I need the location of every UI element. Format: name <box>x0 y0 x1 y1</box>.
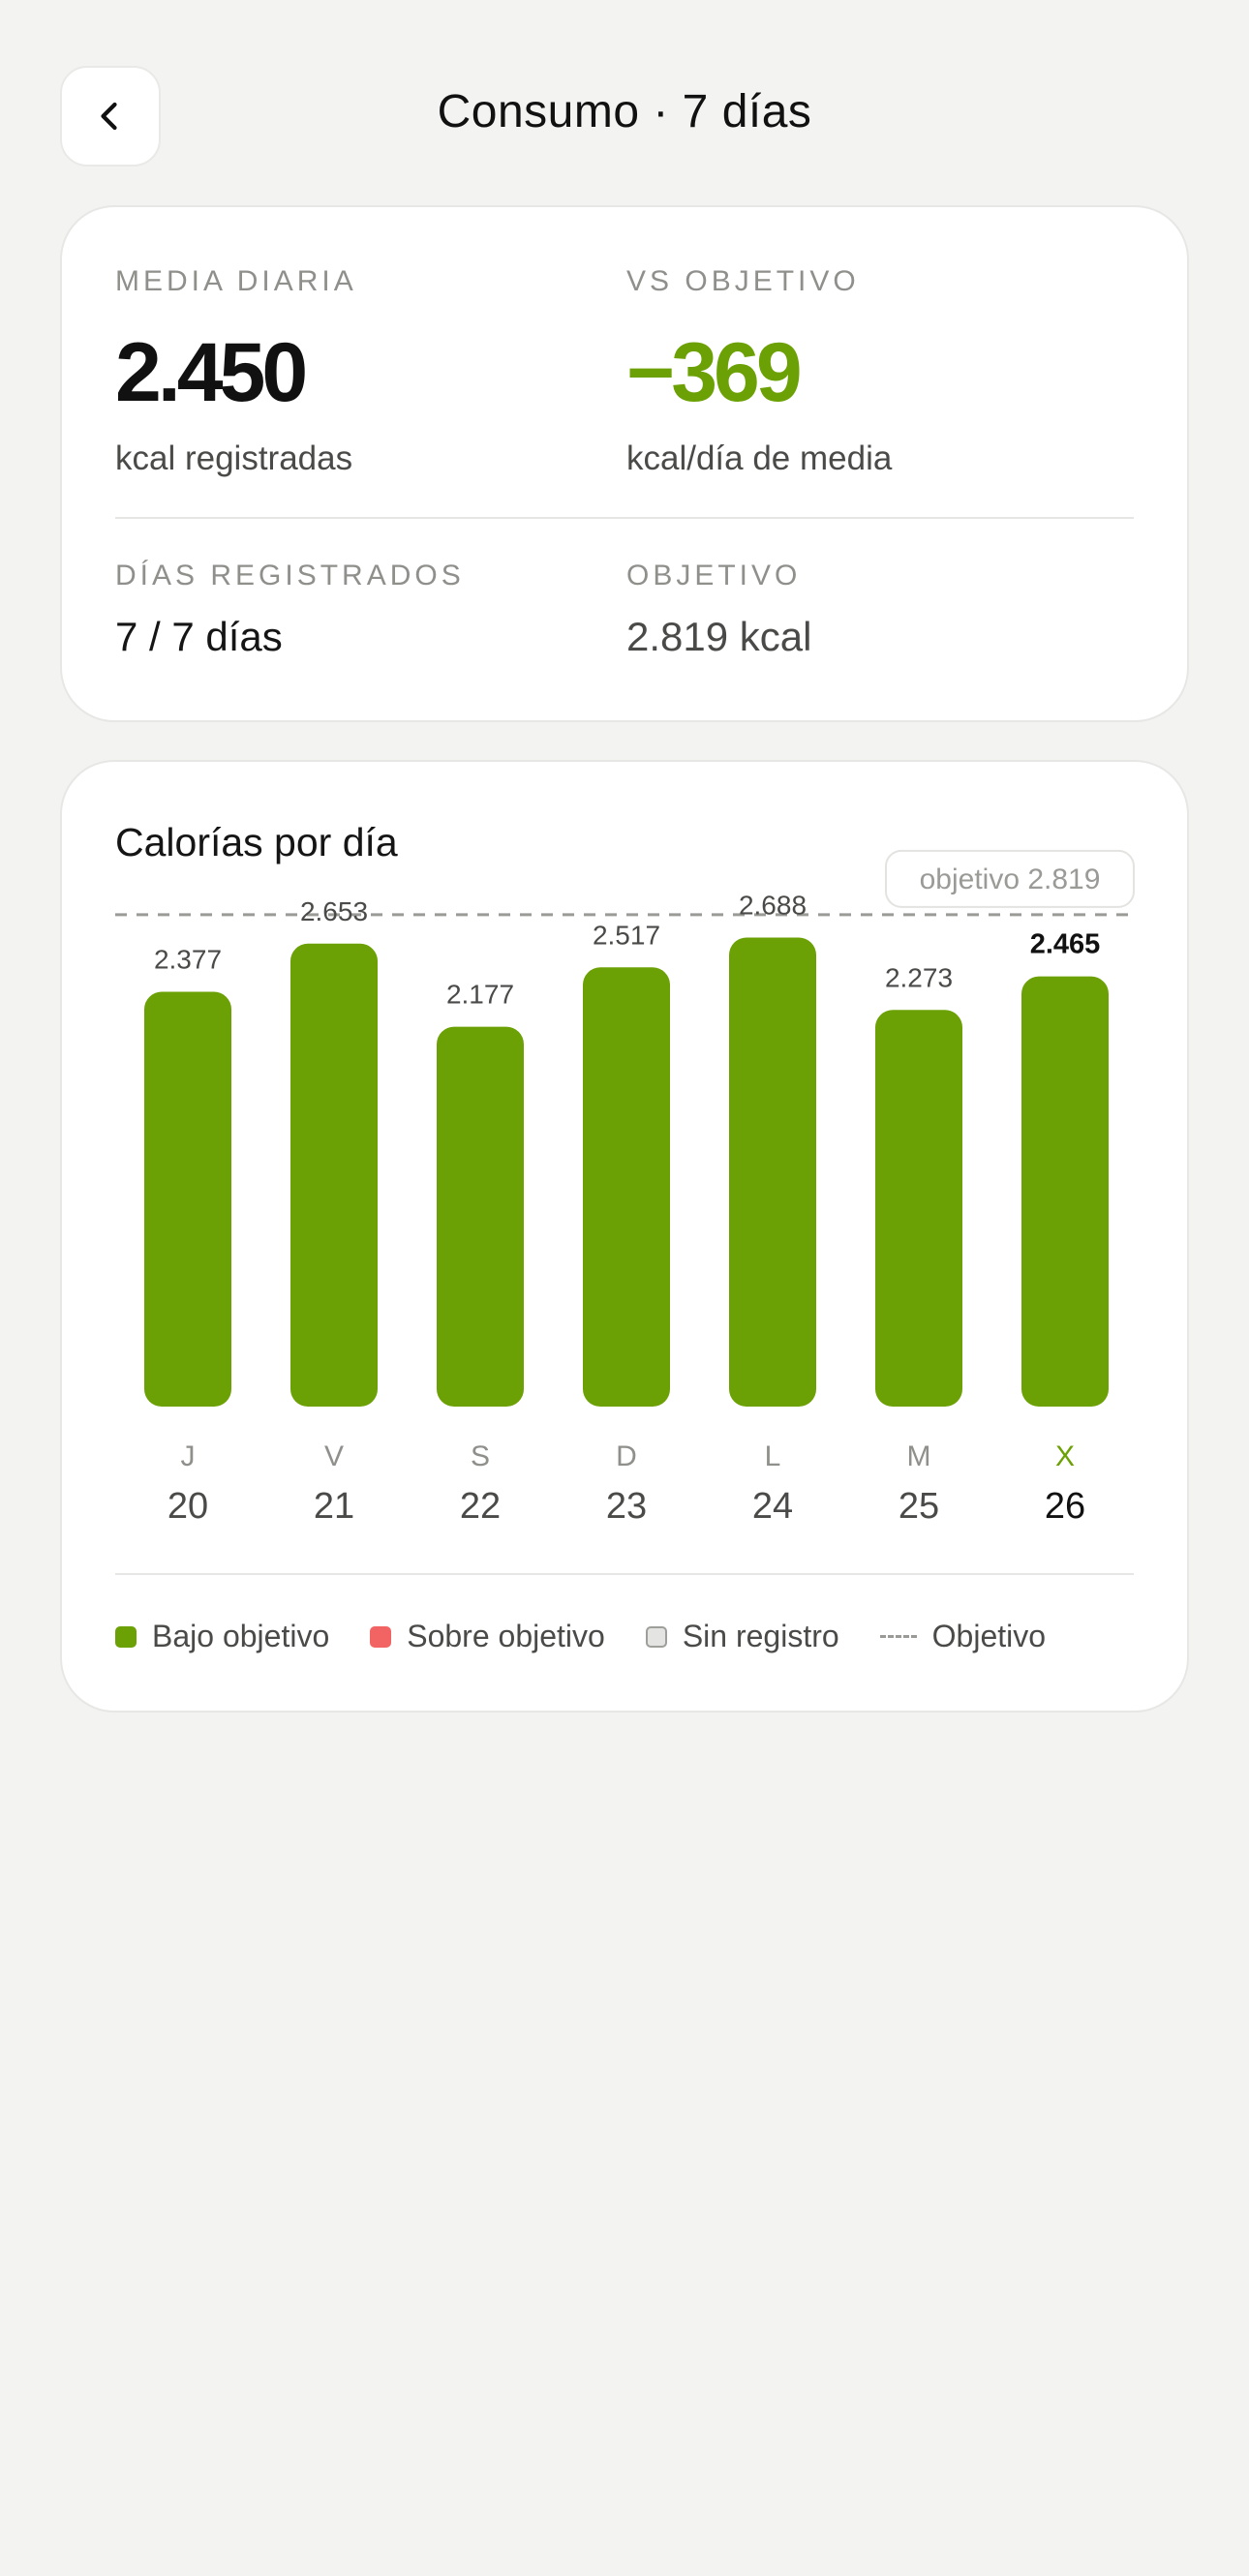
vs-goal-label: VS OBJETIVO <box>626 265 860 297</box>
weekday-label: M <box>907 1440 931 1472</box>
day-number-label: 26 <box>1045 1486 1085 1527</box>
weekday-label: L <box>765 1440 781 1472</box>
bar-value-label: 2.688 <box>739 890 807 920</box>
calories-bar-chart: 2.377 J 20 2.653 V 21 2.177 S 22 2.517 D 23 2.688 L 24… <box>115 849 1135 1527</box>
page-title: Consumo · 7 días <box>437 86 812 137</box>
back-button[interactable] <box>60 66 161 167</box>
days-logged-value: 7 / 7 días <box>115 614 283 659</box>
legend-over: Sobre objetivo <box>370 1619 605 1654</box>
weekday-label: D <box>616 1440 637 1472</box>
daily-avg-label: MEDIA DIARIA <box>115 265 357 297</box>
vs-goal-unit: kcal/día de media <box>626 439 893 477</box>
header: Consumo · 7 días <box>0 0 1249 232</box>
chart-card: Calorías por día 2.377 J 20 2.653 V 21 2.177 S 2… <box>60 760 1189 1712</box>
legend-goal-label: Objetivo <box>931 1619 1047 1653</box>
chart-title: Calorías por día <box>115 820 398 864</box>
summary-divider <box>115 517 1134 519</box>
legend-none-label: Sin registro <box>682 1619 839 1653</box>
weekday-label: S <box>471 1440 490 1472</box>
bar-21 <box>290 943 378 1407</box>
legend-none-swatch <box>645 1625 667 1648</box>
legend-goal-swatch <box>879 1626 917 1648</box>
bar-value-label: 2.377 <box>154 945 222 975</box>
bar-value-label: 2.177 <box>446 980 514 1010</box>
goal-tag-label: objetivo 2.819 <box>920 864 1101 895</box>
daily-avg-value: 2.450 <box>115 326 308 419</box>
day-number-label: 25 <box>899 1486 939 1527</box>
legend-under-swatch <box>115 1625 137 1648</box>
day-number-label: 23 <box>606 1486 647 1527</box>
weekday-label: X <box>1055 1440 1075 1472</box>
bar-26 <box>1021 976 1109 1407</box>
bar-value-label: 2.517 <box>593 920 660 950</box>
bar-24 <box>729 937 816 1407</box>
legend-under-label: Bajo objetivo <box>152 1619 330 1653</box>
summary-card: MEDIA DIARIA 2.450 kcal registradas VS O… <box>60 205 1189 722</box>
legend-over-swatch <box>370 1625 392 1648</box>
day-number-label: 22 <box>460 1486 501 1527</box>
day-number-label: 21 <box>314 1486 354 1527</box>
chevron-left-icon <box>101 102 117 131</box>
weekday-label: V <box>324 1440 344 1472</box>
bar-22 <box>437 1026 524 1407</box>
bar-value-label: 2.273 <box>885 962 953 992</box>
chart-legend: Bajo objetivo Sobre objetivo Sin registr… <box>115 1619 1046 1654</box>
day-number-label: 24 <box>752 1486 793 1527</box>
weekday-label: J <box>181 1440 196 1472</box>
bar-25 <box>875 1010 962 1407</box>
bar-value-label: 2.653 <box>300 896 368 926</box>
days-logged-label: DÍAS REGISTRADOS <box>115 560 465 591</box>
day-number-label: 20 <box>168 1486 208 1527</box>
bar-value-label: 2.465 <box>1030 929 1101 960</box>
legend-under: Bajo objetivo <box>115 1619 329 1654</box>
legend-over-label: Sobre objetivo <box>407 1619 605 1653</box>
goal-tag <box>885 849 1135 908</box>
bar-23 <box>583 967 670 1407</box>
vs-goal-value: −369 <box>626 326 803 419</box>
goal-label: OBJETIVO <box>626 560 802 591</box>
legend-goal: Objetivo <box>879 1619 1047 1654</box>
legend-none: Sin registro <box>645 1619 839 1654</box>
daily-avg-unit: kcal registradas <box>115 439 353 477</box>
bar-20 <box>144 991 231 1407</box>
legend-divider <box>115 1573 1134 1575</box>
goal-value: 2.819 kcal <box>626 614 812 659</box>
